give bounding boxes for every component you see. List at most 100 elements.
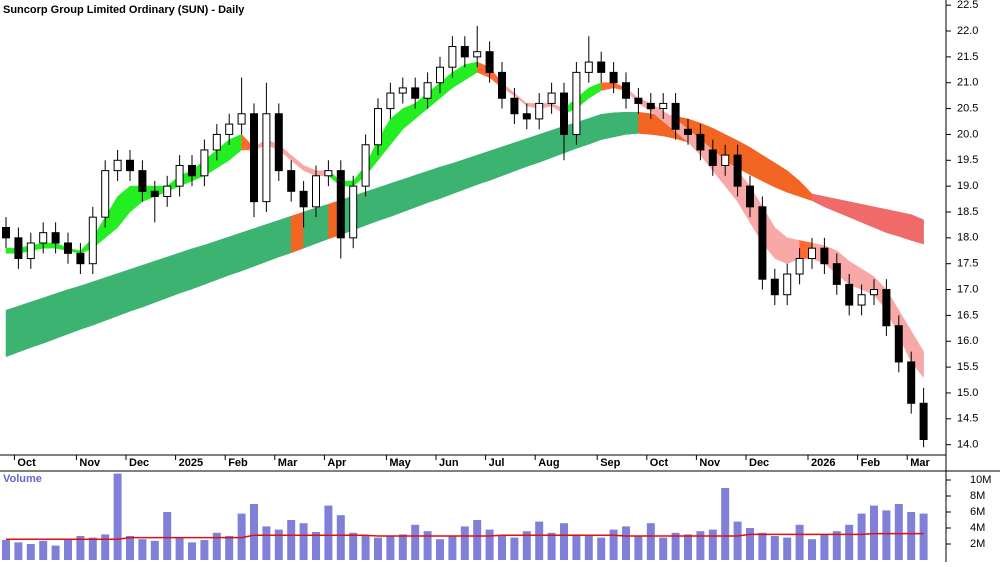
volume-bar bbox=[820, 534, 829, 560]
volume-bar bbox=[634, 536, 643, 560]
y-tick-label: 14.5 bbox=[957, 413, 978, 425]
x-tick-label: Jul bbox=[489, 457, 505, 469]
ribbon-segment bbox=[303, 207, 317, 249]
ribbon-segment bbox=[117, 269, 131, 317]
ribbon-segment bbox=[179, 248, 193, 294]
ribbon-segment bbox=[600, 112, 614, 140]
volume-bar bbox=[609, 529, 618, 560]
volume-bar bbox=[2, 540, 10, 560]
candle-body bbox=[336, 170, 345, 239]
ribbon-segment bbox=[216, 236, 230, 281]
volume-bar bbox=[485, 529, 494, 560]
x-tick-label: Feb bbox=[228, 457, 248, 469]
ribbon-segment bbox=[526, 134, 540, 167]
volume-bar bbox=[237, 513, 246, 560]
candle-body bbox=[113, 159, 122, 172]
volume-bar bbox=[274, 529, 283, 560]
x-tick-label: Sep bbox=[600, 457, 620, 469]
ribbon-segment bbox=[166, 252, 180, 299]
volume-bar bbox=[845, 524, 854, 560]
candle-body bbox=[882, 289, 891, 327]
candle-body bbox=[126, 159, 134, 172]
volume-bar bbox=[708, 529, 717, 560]
x-tick-label: Feb bbox=[861, 457, 881, 469]
candle-body bbox=[250, 113, 258, 203]
candle-body bbox=[857, 294, 866, 306]
volume-bar bbox=[659, 537, 668, 560]
candle-body bbox=[808, 247, 816, 260]
ribbon-segment bbox=[514, 138, 528, 172]
y-tick-label: 20.0 bbox=[957, 128, 978, 140]
ribbon-segment bbox=[55, 289, 69, 340]
candle-body bbox=[845, 283, 854, 306]
candle-body bbox=[76, 252, 85, 265]
volume-bar bbox=[547, 532, 556, 560]
candle-body bbox=[374, 108, 382, 146]
volume-bar bbox=[646, 523, 655, 560]
ribbon-segment bbox=[377, 183, 391, 222]
volume-bar bbox=[398, 534, 407, 560]
x-tick-label: Nov bbox=[79, 457, 101, 469]
volume-bar bbox=[113, 473, 122, 560]
candle-body bbox=[361, 144, 370, 187]
volume-label: Volume bbox=[3, 473, 42, 485]
volume-bar bbox=[212, 532, 221, 560]
volume-bar bbox=[39, 540, 48, 560]
candle-body bbox=[832, 263, 841, 285]
candle-body bbox=[460, 46, 469, 58]
volume-bar bbox=[882, 510, 891, 560]
y-tick-label: 17.0 bbox=[957, 283, 978, 295]
volume-bar bbox=[584, 536, 593, 560]
candle-body bbox=[436, 66, 444, 84]
ribbon-segment bbox=[266, 219, 280, 262]
candle-body bbox=[212, 133, 221, 151]
y-tick-label: 22.0 bbox=[957, 25, 978, 37]
candle-body bbox=[795, 258, 804, 275]
candle-body bbox=[88, 216, 97, 265]
x-tick-label: Jun bbox=[439, 457, 459, 469]
ribbon-segment bbox=[228, 232, 242, 276]
volume-bar bbox=[101, 534, 110, 560]
candle-body bbox=[584, 61, 593, 73]
ribbon-segment bbox=[191, 244, 205, 290]
volume-bar bbox=[522, 531, 531, 560]
volume-bar bbox=[696, 531, 705, 560]
volume-bar bbox=[733, 521, 742, 560]
candle-body bbox=[274, 113, 283, 172]
x-tick-label: Apr bbox=[327, 457, 347, 469]
y-tick-label: 18.5 bbox=[957, 206, 978, 218]
y-tick-label: 18.0 bbox=[957, 232, 978, 244]
ribbon-segment bbox=[67, 285, 81, 335]
y-tick-label: 17.5 bbox=[957, 258, 978, 270]
volume-tick-label: 8M bbox=[970, 490, 985, 502]
ribbon-segment bbox=[278, 215, 292, 258]
chart-title: Suncorp Group Limited Ordinary (SUN) - D… bbox=[3, 4, 245, 16]
ribbon-segment bbox=[464, 154, 478, 190]
candle-body bbox=[150, 190, 159, 197]
candle-body bbox=[237, 113, 246, 125]
volume-bar bbox=[572, 534, 581, 560]
candle-body bbox=[671, 102, 680, 130]
ribbon-segment bbox=[452, 158, 466, 195]
volume-bar bbox=[510, 537, 519, 560]
candle-body bbox=[349, 185, 358, 239]
ribbon-segment bbox=[241, 228, 255, 272]
volume-bar bbox=[138, 539, 147, 560]
volume-bar bbox=[460, 526, 469, 560]
candle-body bbox=[597, 61, 606, 73]
candle-body bbox=[2, 227, 10, 239]
candle-body bbox=[39, 232, 48, 244]
ribbon-segment bbox=[588, 113, 602, 145]
volume-bar bbox=[386, 536, 395, 560]
volume-bar bbox=[622, 526, 630, 560]
ribbon-segment bbox=[439, 163, 453, 199]
ribbon-segment bbox=[42, 242, 56, 249]
candle-body bbox=[510, 97, 519, 115]
volume-bar bbox=[126, 536, 134, 560]
candle-body bbox=[733, 154, 742, 187]
volume-bar bbox=[870, 505, 878, 560]
x-tick-label: 2025 bbox=[179, 457, 203, 469]
candle-body bbox=[609, 71, 618, 84]
ribbon-segment bbox=[427, 166, 441, 204]
volume-tick-label: 10M bbox=[970, 474, 991, 486]
